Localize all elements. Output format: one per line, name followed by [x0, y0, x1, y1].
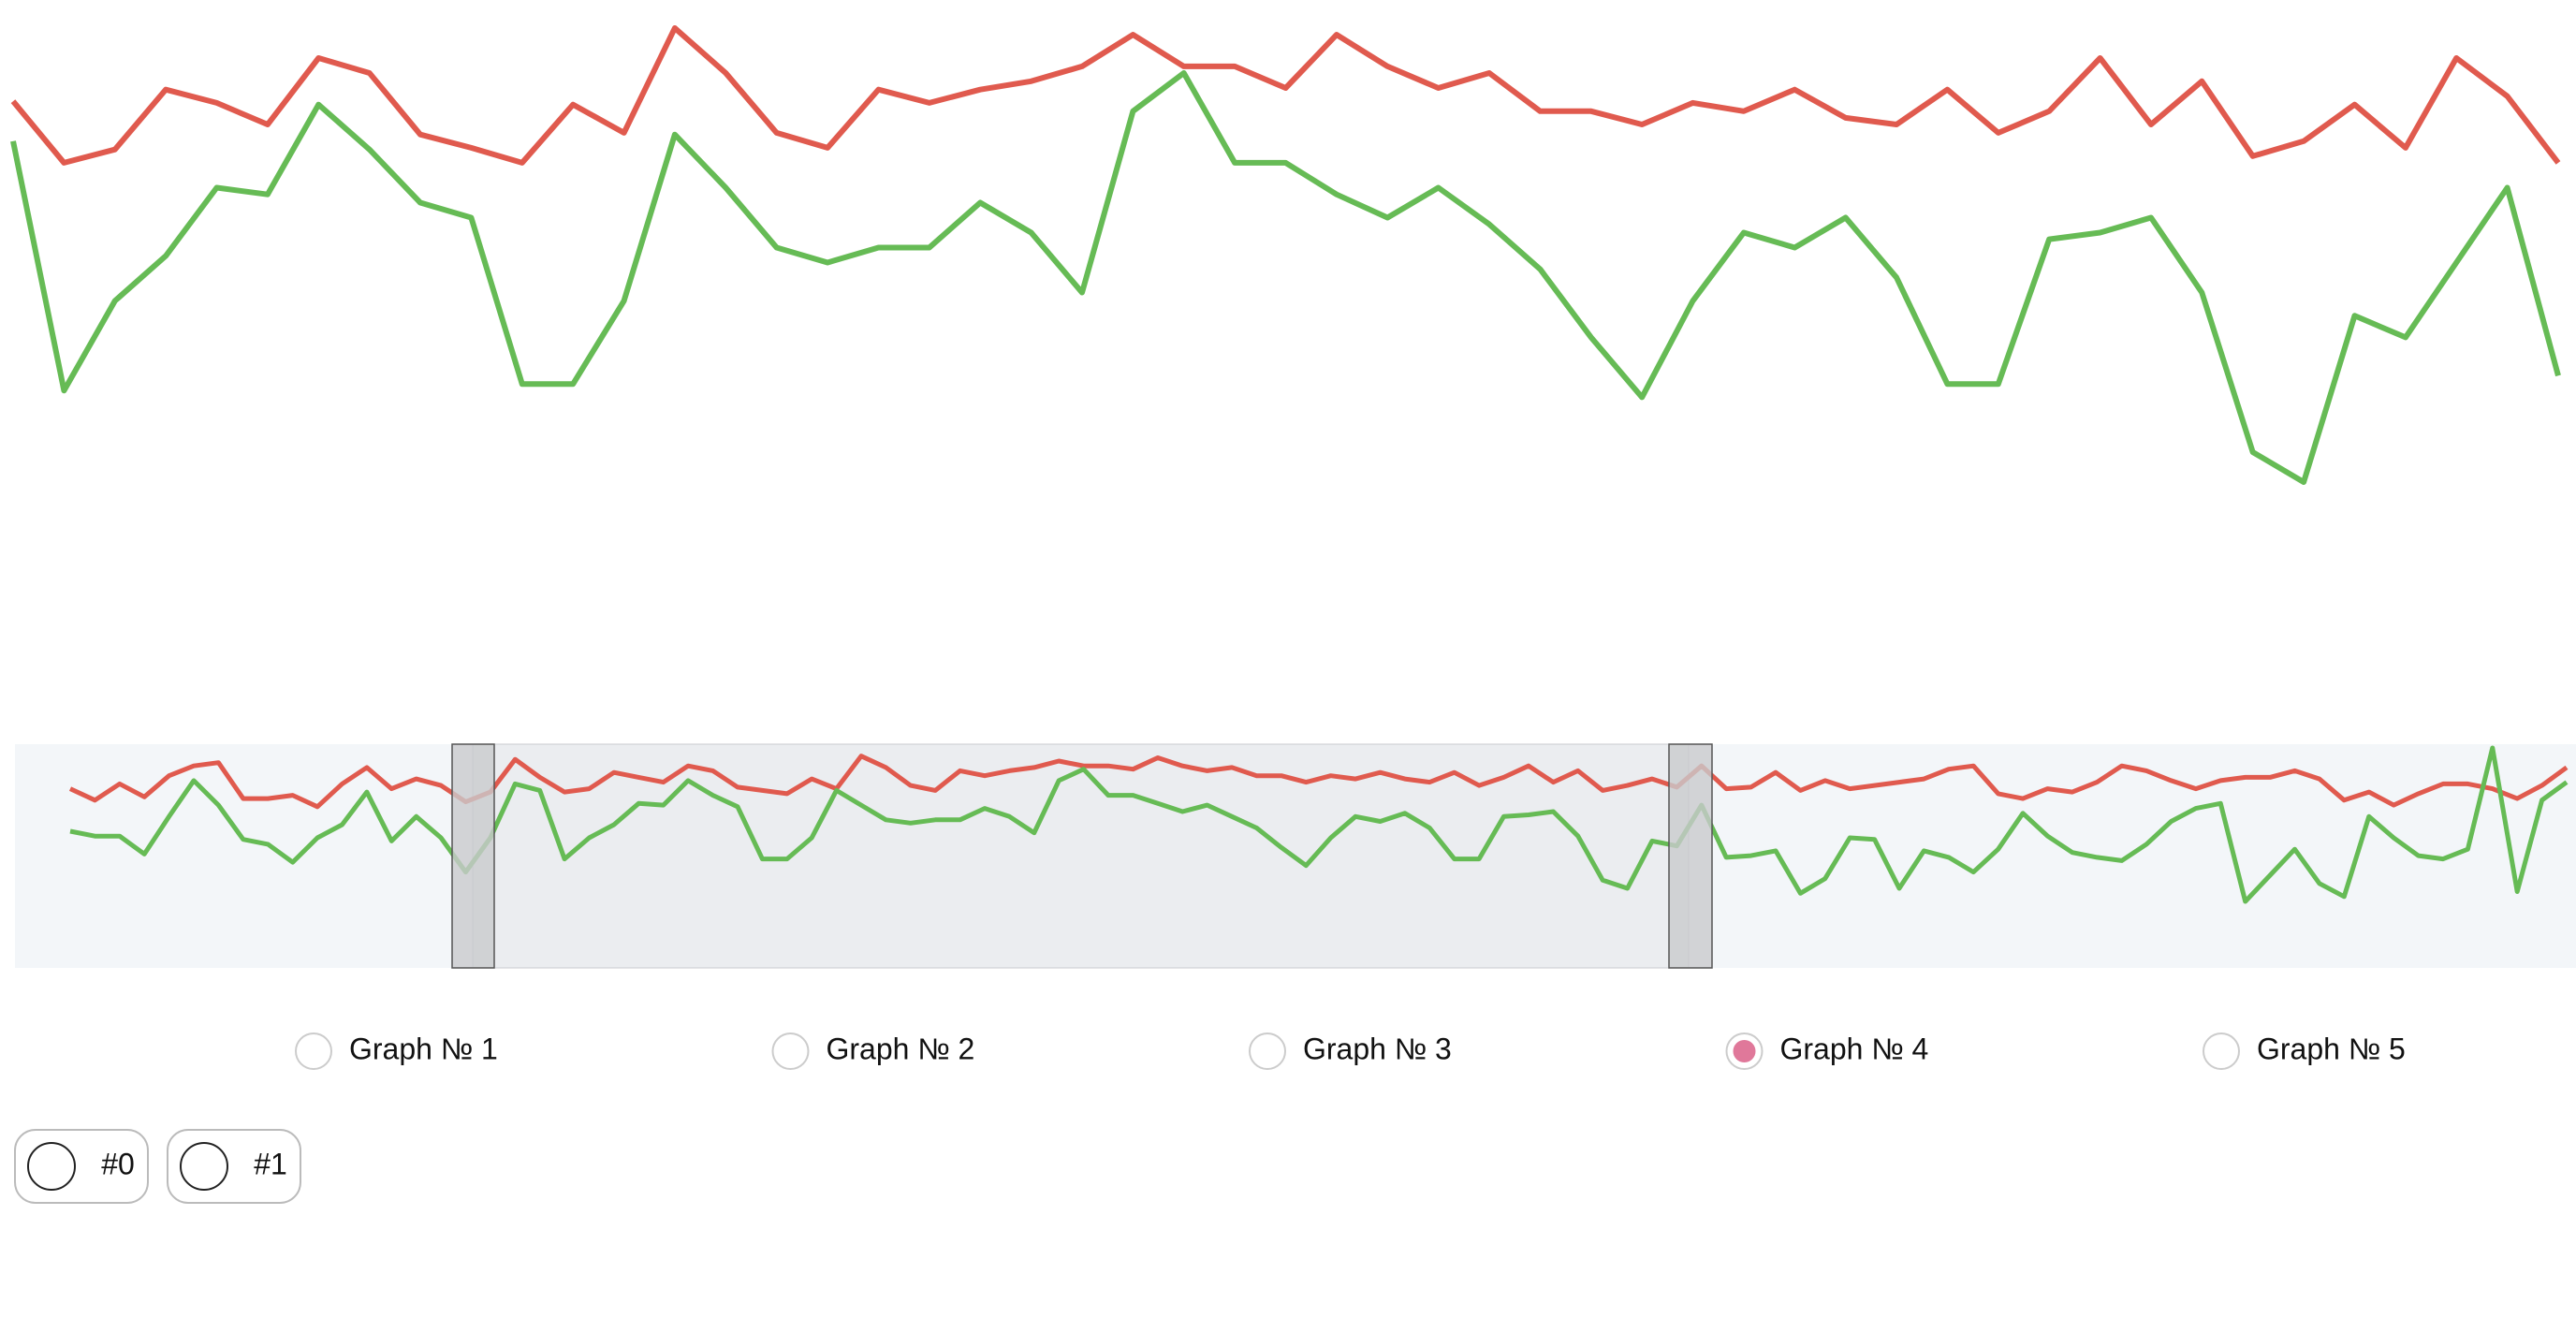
series-line: [10, 70, 2561, 485]
graph-radio[interactable]: Graph № 3: [1249, 1032, 1452, 1070]
toggle-label[interactable]: #1: [254, 1147, 287, 1180]
toggle-label[interactable]: #0: [101, 1147, 135, 1180]
radio-label[interactable]: Graph № 5: [2257, 1032, 2406, 1065]
graph-radio[interactable]: Graph № 4: [1725, 1032, 1929, 1070]
navigator-handle-left[interactable]: [451, 743, 495, 969]
radio-dot[interactable]: [1733, 1040, 1756, 1062]
radio-label[interactable]: Graph № 4: [1780, 1032, 1929, 1065]
radio-label[interactable]: Graph № 2: [827, 1032, 975, 1065]
navigator-handle-right[interactable]: [1668, 743, 1713, 969]
radio-label[interactable]: Graph № 1: [349, 1032, 498, 1065]
radio-circle[interactable]: [2203, 1032, 2240, 1070]
radio-circle[interactable]: [295, 1032, 332, 1070]
toggle-circle[interactable]: [27, 1142, 76, 1191]
series-line: [10, 25, 2561, 166]
radio-circle[interactable]: [771, 1032, 810, 1070]
radio-label[interactable]: Graph № 3: [1303, 1032, 1452, 1065]
graph-radio[interactable]: Graph № 2: [771, 1032, 975, 1070]
toggle-button[interactable]: #1: [167, 1129, 301, 1204]
toggle-circle[interactable]: [180, 1142, 228, 1191]
graph-radio[interactable]: Graph № 1: [295, 1032, 498, 1070]
toggle-button[interactable]: #0: [14, 1129, 149, 1204]
graph-radio[interactable]: Graph № 5: [2203, 1032, 2406, 1070]
radio-circle[interactable]: [1249, 1032, 1286, 1070]
